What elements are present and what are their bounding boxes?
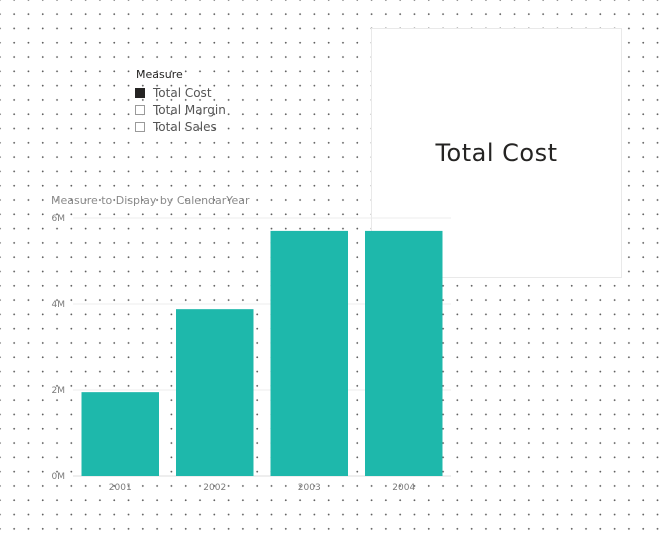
slicer-item-label: Total Margin (153, 103, 226, 117)
slicer-title: Measure (136, 68, 183, 81)
bar-2001[interactable] (81, 392, 159, 476)
slicer-item-total-margin[interactable]: Total Margin (135, 102, 226, 118)
slicer-item-label: Total Sales (153, 120, 217, 134)
bar-2002[interactable] (176, 309, 254, 476)
x-tick-label: 2001 (109, 483, 132, 493)
bar-chart-svg: 0M 2M 4M 6M 2001 2002 2003 2004 (52, 214, 451, 493)
y-tick-label: 4M (52, 300, 66, 310)
checkbox-unchecked-icon[interactable] (135, 122, 145, 132)
measure-slicer[interactable]: Measure Total Cost Total Margin Total Sa… (132, 64, 272, 140)
bar-2003[interactable] (270, 230, 348, 476)
x-tick-label: 2002 (203, 483, 226, 493)
card-value: Total Cost (435, 139, 558, 167)
slicer-item-total-cost[interactable]: Total Cost (135, 85, 212, 101)
checkbox-unchecked-icon[interactable] (135, 105, 145, 115)
slicer-item-total-sales[interactable]: Total Sales (135, 119, 217, 135)
slicer-item-label: Total Cost (153, 86, 212, 100)
checkbox-checked-icon[interactable] (135, 88, 145, 98)
y-tick-label: 6M (52, 214, 66, 224)
x-tick-label: 2004 (392, 483, 415, 493)
bar-2004[interactable] (365, 230, 443, 476)
x-tick-label: 2003 (298, 483, 321, 493)
y-tick-label: 2M (52, 386, 66, 396)
y-tick-label: 0M (52, 472, 66, 482)
chart-title: Measure to Display by CalendarYear (51, 194, 250, 207)
bar-chart-visual[interactable]: Measure to Display by CalendarYear 0M 2M 4… (45, 190, 455, 500)
